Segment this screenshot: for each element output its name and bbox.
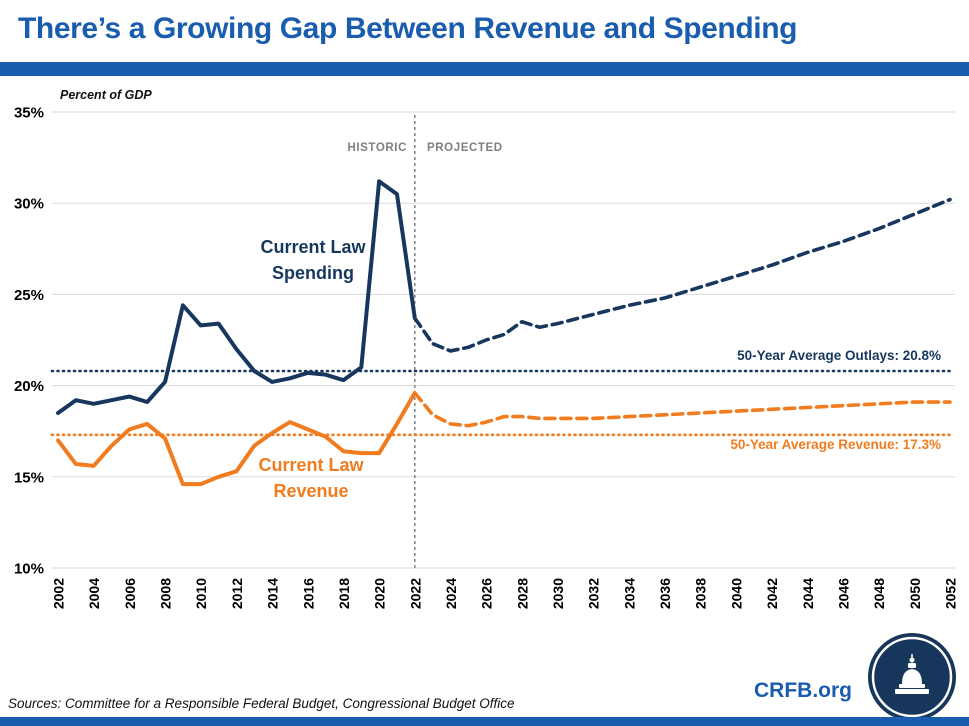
y-tick-label: 30% — [14, 196, 44, 213]
crfb-org-text: CRFB.org — [754, 679, 852, 702]
y-tick-label: 15% — [14, 469, 44, 486]
page-title: There’s a Growing Gap Between Revenue an… — [18, 12, 798, 45]
capitol-dome-icon — [868, 633, 956, 721]
y-axis-label: Percent of GDP — [60, 88, 152, 102]
current-law-revenue-projected-line — [412, 391, 952, 428]
x-tick-label: 2044 — [800, 578, 816, 609]
top-accent-bar — [0, 62, 969, 76]
historic-label: HISTORIC — [347, 142, 407, 154]
current-law-revenue-historic-line — [56, 390, 417, 487]
x-tick-label: 2036 — [657, 578, 673, 609]
x-tick-label: 2026 — [479, 578, 495, 609]
x-tick-label: 2006 — [122, 578, 138, 609]
x-tick-label: 2004 — [86, 578, 102, 609]
x-tick-label: 2010 — [193, 578, 209, 609]
current-law-spending-historic-line — [56, 179, 417, 415]
x-tick-label: 2020 — [372, 578, 388, 609]
x-tick-label: 2012 — [229, 578, 245, 609]
sources-text: Sources: Committee for a Responsible Fed… — [8, 696, 515, 711]
x-tick-label: 2016 — [300, 578, 316, 609]
x-tick-label: 2052 — [943, 578, 959, 609]
x-tick-label: 2042 — [764, 578, 780, 609]
x-tick-label: 2002 — [51, 578, 67, 609]
x-tick-label: 2038 — [693, 578, 709, 609]
x-tick-label: 2034 — [621, 578, 637, 609]
x-tick-label: 2008 — [158, 578, 174, 609]
x-tick-label: 2040 — [728, 578, 744, 609]
bottom-accent-bar — [0, 717, 969, 726]
x-tick-label: 2022 — [407, 578, 423, 609]
avg-outlays-label: 50-Year Average Outlays: 20.8% — [737, 348, 941, 363]
avg-revenue-label: 50-Year Average Revenue: 17.3% — [730, 437, 941, 452]
y-tick-label: 25% — [14, 287, 44, 304]
projected-label: PROJECTED — [427, 142, 503, 154]
x-tick-label: 2048 — [871, 578, 887, 609]
y-tick-label: 35% — [14, 105, 44, 122]
x-tick-label: 2050 — [907, 578, 923, 609]
y-tick-label: 10% — [14, 561, 44, 578]
x-tick-label: 2046 — [835, 578, 851, 609]
revenue-series-label: Current Law Revenue — [258, 455, 364, 501]
x-tick-label: 2030 — [550, 578, 566, 609]
x-tick-label: 2018 — [336, 578, 352, 609]
chart-svg: 10% 15% 20% 25% 30% 35% 2002 2004 2006 2008 2010 20… — [14, 105, 959, 610]
x-tick-label: 2032 — [586, 578, 602, 609]
spending-series-label: Current Law Spending — [260, 237, 366, 283]
y-tick-label: 20% — [14, 378, 44, 395]
x-tick-label: 2014 — [265, 578, 281, 609]
x-tick-label: 2028 — [514, 578, 530, 609]
current-law-spending-projected-line — [412, 197, 952, 353]
x-tick-label: 2024 — [443, 578, 459, 609]
